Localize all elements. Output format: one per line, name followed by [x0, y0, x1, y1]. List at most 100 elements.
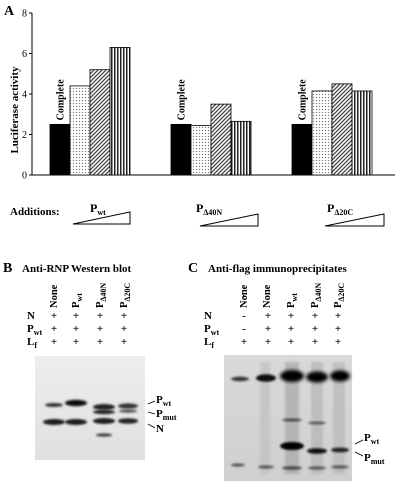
luciferase-chart: 0 2 4 6 8 Complete Complete Complete [22, 9, 395, 182]
svg-text:Pmut: Pmut [156, 408, 177, 422]
panel-c-band-labels: Pwt Pmut [354, 432, 385, 466]
row-value: + [73, 323, 79, 335]
row-value: + [241, 336, 247, 348]
row-value: + [121, 336, 127, 348]
row-value: + [335, 336, 341, 348]
addition-pd40n-main: P [196, 201, 203, 215]
complete-label: Complete [298, 79, 309, 121]
y-tick-label: 0 [22, 171, 27, 182]
row-value: + [73, 310, 79, 322]
gradient-wedge [324, 213, 385, 227]
bar-1-1 [190, 124, 212, 176]
gradient-wedge [72, 211, 131, 225]
addition-pd20c: PΔ20C [324, 201, 385, 227]
western-blot-b [35, 356, 145, 460]
band-b-pmut-sub: mut [163, 413, 177, 422]
complete-label: Complete [177, 79, 188, 121]
bar-0-2 [89, 69, 111, 176]
addition-pd40n-sub: Δ40N [203, 208, 222, 217]
y-tick-label: 2 [22, 130, 27, 141]
row-label: N [204, 310, 212, 322]
complete-labels: Complete Complete Complete [56, 79, 309, 121]
lane-label: None [49, 284, 60, 308]
addition-pd20c-main: P [327, 201, 334, 215]
lane-label: Pwt [286, 293, 299, 308]
bar-2-3 [351, 90, 373, 176]
lane-label: Pwt [71, 293, 84, 308]
row-value: + [335, 323, 341, 335]
band-b-pwt-sub: wt [163, 399, 172, 408]
y-tick-label: 6 [22, 49, 27, 60]
addition-pwt: Pwt [72, 201, 131, 225]
addition-pd40n: PΔ40N [196, 201, 259, 227]
bar-1-2 [210, 103, 232, 176]
svg-text:Pmut: Pmut [364, 452, 385, 466]
lane-label: None [262, 284, 273, 308]
panel-b-lane-labels: None Pwt PΔ40N PΔ20C [49, 283, 132, 308]
bar-1-3 [230, 120, 252, 176]
row-label: Pwt [27, 323, 43, 337]
bar-0-0 [49, 123, 71, 176]
row-value: + [97, 336, 103, 348]
bar-1-0 [170, 123, 192, 176]
panel-b-band-labels: Pwt Pmut N [147, 394, 177, 435]
panel-c-condition-table: N - + + + +Pwt - + + + +Lf + + + + + [204, 310, 341, 350]
row-value: + [288, 310, 294, 322]
additions-label: Additions: [10, 206, 60, 218]
addition-pwt-sub: wt [97, 208, 106, 217]
row-value: + [335, 310, 341, 322]
row-value: + [51, 310, 57, 322]
lane-label: PΔ20C [119, 283, 132, 308]
row-value: + [312, 323, 318, 335]
svg-text:Pwt: Pwt [90, 201, 106, 217]
lane-label: PΔ40N [95, 283, 108, 308]
panel-c-title: Anti-flag immunoprecipitates [208, 263, 348, 275]
western-blot-c [224, 355, 352, 481]
panel-b-condition-table: N + + + +Pwt + + + +Lf + + + + [27, 310, 127, 350]
row-value: + [265, 323, 271, 335]
band-b-pmut-main: P [156, 408, 163, 420]
row-value: + [288, 336, 294, 348]
band-b-n: N [156, 423, 164, 435]
row-value: + [51, 336, 57, 348]
complete-label: Complete [56, 79, 67, 121]
band-c-pwt-main: P [364, 432, 371, 444]
y-tick-label: 4 [22, 90, 27, 101]
band-c-pwt-sub: wt [371, 437, 380, 446]
panel-c-letter: C [188, 261, 198, 276]
row-value: + [51, 323, 57, 335]
row-value: + [121, 310, 127, 322]
band-c-pmut-main: P [364, 452, 371, 464]
row-value: + [265, 336, 271, 348]
row-value: + [312, 310, 318, 322]
row-value: + [288, 323, 294, 335]
svg-text:Pwt: Pwt [364, 432, 380, 446]
row-label: Lf [27, 336, 37, 350]
row-label: Pwt [204, 323, 220, 337]
svg-text:PΔ20C: PΔ20C [327, 201, 353, 217]
row-label: Lf [204, 336, 214, 350]
row-value: + [73, 336, 79, 348]
lane-label: None [239, 284, 250, 308]
bar-2-0 [291, 123, 313, 176]
y-tick-label: 8 [22, 9, 27, 20]
row-value: + [121, 323, 127, 335]
band-c-pmut-sub: mut [371, 457, 385, 466]
addition-pwt-main: P [90, 201, 97, 215]
bars [49, 47, 373, 176]
bar-2-2 [331, 83, 353, 176]
addition-pd20c-sub: Δ20C [334, 208, 353, 217]
lane-label: PΔ40N [310, 283, 323, 308]
svg-text:Pwt: Pwt [156, 394, 172, 408]
panel-b-title: Anti-RNP Western blot [22, 263, 132, 275]
bar-0-3 [109, 47, 131, 176]
y-axis-label: Luciferase activity [9, 66, 21, 154]
bar-2-1 [311, 90, 333, 176]
row-value: + [312, 336, 318, 348]
row-label: N [27, 310, 35, 322]
lane-label: - [238, 294, 249, 298]
band-b-pwt-main: P [156, 394, 163, 406]
row-value: + [97, 310, 103, 322]
